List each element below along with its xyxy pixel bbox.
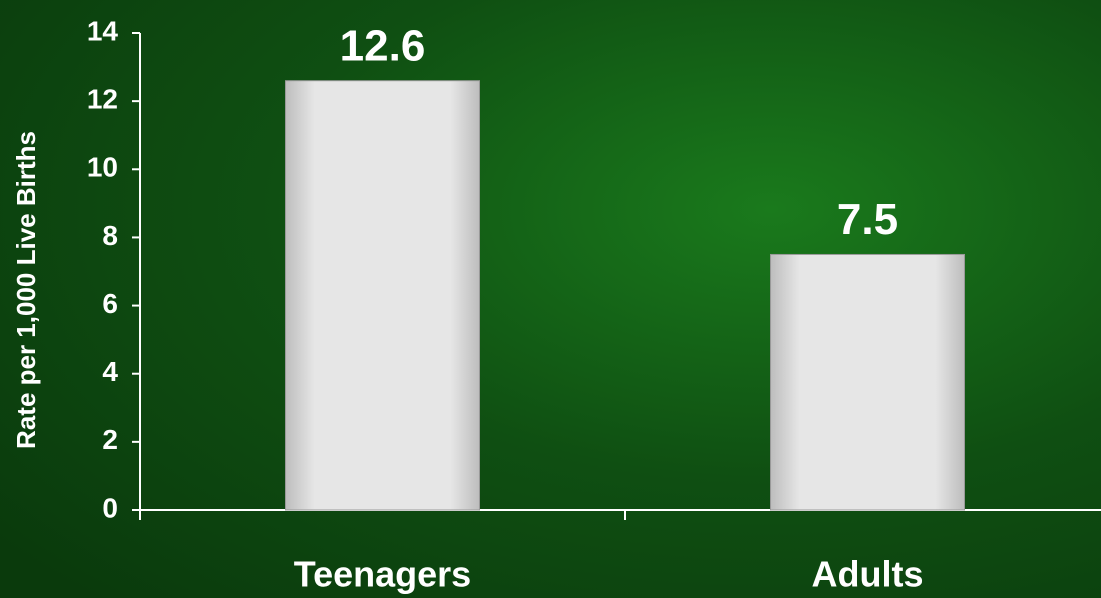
x-tick-label: Adults: [812, 554, 924, 595]
bar: [770, 253, 965, 511]
x-tick-label: Teenagers: [294, 554, 471, 595]
y-tick-label: 2: [102, 424, 118, 455]
y-tick-label: 0: [102, 492, 118, 523]
y-tick-label: 12: [87, 84, 118, 115]
data-label: 12.6: [340, 21, 426, 70]
y-tick-label: 14: [87, 15, 119, 46]
y-tick-label: 10: [87, 152, 118, 183]
bar: [285, 80, 480, 511]
y-tick-label: 8: [102, 220, 118, 251]
y-tick-label: 6: [102, 288, 118, 319]
y-tick-label: 4: [102, 356, 118, 387]
data-label: 7.5: [837, 195, 898, 244]
y-axis-title: Rate per 1,000 Live Births: [11, 131, 41, 449]
